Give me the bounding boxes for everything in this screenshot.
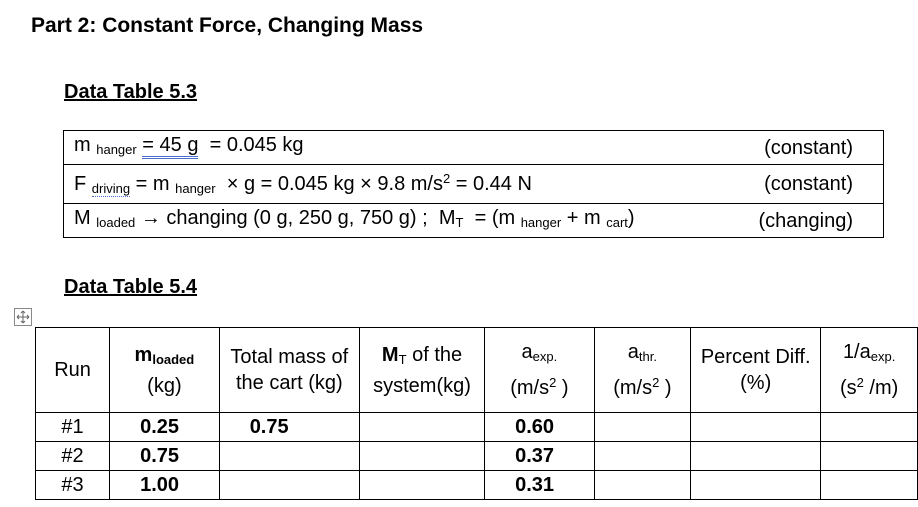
subscript: T <box>455 215 464 230</box>
text: F <box>74 173 87 195</box>
header-cell: MT of the system(kg) <box>358 327 486 413</box>
subscript: hanger <box>520 215 562 230</box>
table-title: Data Table 5.3 <box>64 81 198 103</box>
text: = m <box>135 173 170 195</box>
row: F driving = m hanger × g = 0.045 kg × 9.… <box>63 164 885 204</box>
row: #3 1.00 0.31 <box>34 470 918 500</box>
superscript: 2 <box>652 375 660 390</box>
text: a <box>521 341 533 363</box>
text: ) <box>561 377 569 399</box>
cell <box>690 441 822 471</box>
text: m <box>134 343 153 366</box>
text: m <box>74 134 91 156</box>
subscript: hanger <box>96 142 137 157</box>
row: #1 0.25 0.75 0.60 <box>34 412 918 442</box>
text: + m <box>566 207 601 229</box>
cell: M loaded → changing (0 g, 250 g, 750 g) … <box>63 203 729 238</box>
text: (m/s <box>510 377 550 399</box>
header-cell: Percent Diff. (%) <box>690 327 822 413</box>
header-cell: mloaded (kg) <box>109 327 220 413</box>
data-table: Run mloaded (kg) Total mass of the cart (kg… <box>34 327 918 500</box>
text: M <box>74 207 91 229</box>
cell: 0.75 <box>218 412 360 442</box>
text: × g = 0.045 kg × 9.8 m/s <box>226 173 443 195</box>
text: Total mass of the cart (kg) <box>230 346 349 394</box>
subscript: exp. <box>532 349 558 364</box>
text: Run <box>54 359 91 381</box>
subscript: cart <box>606 215 628 230</box>
table-title: Data Table 5.4 <box>64 276 198 298</box>
cell: 0.25 <box>109 412 220 442</box>
text: = 0.045 kg <box>209 134 304 156</box>
cell <box>358 441 486 471</box>
subscript: hanger <box>175 181 216 196</box>
cell: 0.31 <box>484 470 595 500</box>
cell <box>593 441 692 471</box>
header-cell: Total mass of the cart (kg) <box>218 327 360 413</box>
move-handle[interactable] <box>14 308 32 326</box>
header-row: Run mloaded (kg) Total mass of the cart (kg… <box>34 327 918 413</box>
cell <box>593 412 692 442</box>
superscript: 2 <box>856 375 864 390</box>
cell: F driving = m hanger × g = 0.045 kg × 9.… <box>63 164 729 204</box>
header-cell: aexp. (m/s2 ) <box>484 327 595 413</box>
subscript: loaded <box>152 351 195 367</box>
subscript: T <box>398 351 407 367</box>
cell <box>690 470 822 500</box>
row: #2 0.75 0.37 <box>34 441 918 471</box>
cell <box>218 470 360 500</box>
header-cell: Run <box>34 327 111 413</box>
cell: #1 <box>34 412 111 442</box>
cell <box>218 441 360 471</box>
row: m hanger = 45 g = 0.045 kg (constant) <box>63 130 885 165</box>
cell: m hanger = 45 g = 0.045 kg <box>63 130 729 165</box>
cell: (constant) <box>728 130 885 165</box>
text: of the system(kg) <box>373 343 471 397</box>
text: M <box>381 343 399 366</box>
heading: Part 2: Constant Force, Changing Mass <box>31 14 424 37</box>
text: (m/s <box>613 377 653 399</box>
text: = 45 g <box>142 134 199 159</box>
cell <box>593 470 692 500</box>
cell: 0.75 <box>109 441 220 471</box>
text: a <box>627 341 639 363</box>
cell <box>358 412 486 442</box>
cell <box>820 412 918 442</box>
subscript: thr. <box>638 349 657 364</box>
text: 1/a <box>842 341 871 363</box>
subscript: exp. <box>870 349 896 364</box>
cell: (constant) <box>728 164 885 204</box>
text: M <box>438 207 456 229</box>
cell <box>820 470 918 500</box>
subscript: driving <box>91 181 131 197</box>
cell <box>820 441 918 471</box>
cell: 0.60 <box>484 412 595 442</box>
cell: (changing) <box>728 203 885 238</box>
superscript: 2 <box>549 375 557 390</box>
text: /m) <box>869 377 899 399</box>
header-cell: athr. (m/s2 ) <box>593 327 692 413</box>
text: (s <box>839 377 857 399</box>
text: Percent Diff. (%) <box>700 346 811 394</box>
cell <box>358 470 486 500</box>
cell: #3 <box>34 470 111 500</box>
text: ) <box>664 377 672 399</box>
text: (kg) <box>147 374 182 397</box>
header-cell: 1/aexp. (s2 /m) <box>820 327 918 413</box>
cell <box>690 412 822 442</box>
cell: #2 <box>34 441 111 471</box>
text: = 0.44 N <box>455 173 532 195</box>
cell: 0.37 <box>484 441 595 471</box>
row: M loaded → changing (0 g, 250 g, 750 g) … <box>63 203 885 238</box>
subscript: loaded <box>96 215 136 230</box>
superscript: 2 <box>442 171 451 186</box>
text: = (m <box>474 207 516 229</box>
text: ) <box>627 207 635 229</box>
text: → changing (0 g, 250 g, 750 g) ; <box>140 207 428 229</box>
constants-table: m hanger = 45 g = 0.045 kg (constant) F … <box>63 130 885 238</box>
move-icon <box>16 310 30 324</box>
cell: 1.00 <box>109 470 220 500</box>
